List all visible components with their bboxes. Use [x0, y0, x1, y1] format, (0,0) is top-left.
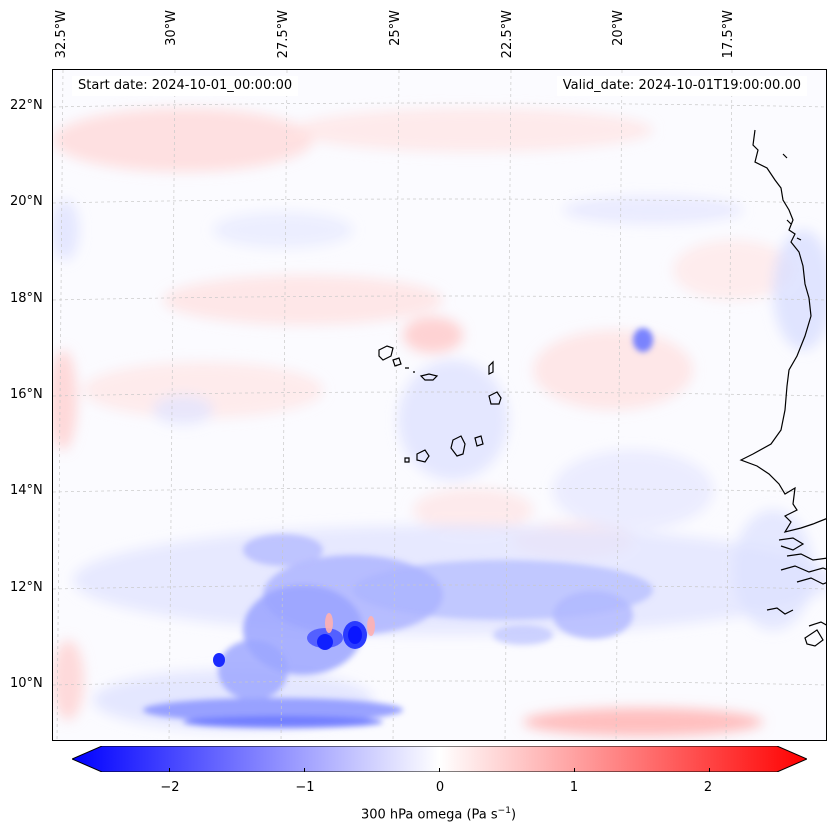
omega-field [53, 70, 826, 740]
lat-label-10n: 10°N [10, 676, 43, 691]
start-date-label: Start date: 2024-10-01_00:00:00 [72, 76, 299, 96]
lat-label-18n: 18°N [10, 291, 43, 306]
lon-label-17-5w: 17.5°W [721, 10, 736, 59]
valid-date-label: Valid_date: 2024-10-01T19:00:00.00 [556, 76, 807, 96]
lon-label-32-5w: 32.5°W [54, 10, 69, 59]
colorbar [72, 746, 807, 772]
lon-label-25w: 25°W [388, 10, 403, 46]
lon-label-30w: 30°W [164, 10, 179, 46]
strong-ascent-cores [213, 613, 375, 667]
lon-label-27-5w: 27.5°W [276, 10, 291, 59]
lat-label-16n: 16°N [10, 387, 43, 402]
lon-label-22-5w: 22.5°W [500, 10, 515, 59]
colorbar-tick-label: −2 [160, 780, 180, 795]
colorbar-tick-label: 0 [435, 780, 445, 795]
colorbar-tick-label: 1 [569, 780, 579, 795]
map-panel[interactable] [52, 69, 827, 741]
colorbar-bar [72, 746, 807, 772]
lat-label-12n: 12°N [10, 580, 43, 595]
colorbar-tick-label: −1 [295, 780, 315, 795]
weak-field-patches [53, 108, 826, 736]
coastline [739, 129, 826, 647]
ascent-band [143, 328, 653, 728]
colorbar-label: 300 hPa omega (Pa s−1) [360, 806, 517, 823]
colorbar-tick-label: 2 [703, 780, 713, 795]
lon-label-20w: 20°W [611, 10, 626, 46]
cape-verde-islands [378, 345, 502, 463]
graticule [53, 70, 826, 740]
lat-label-22n: 22°N [10, 98, 43, 113]
lat-label-14n: 14°N [10, 483, 43, 498]
lat-label-20n: 20°N [10, 194, 43, 209]
